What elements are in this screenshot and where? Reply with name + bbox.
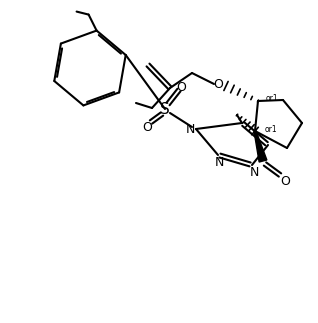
- Text: N: N: [249, 165, 259, 179]
- Text: O: O: [213, 78, 223, 90]
- Text: N: N: [185, 122, 195, 136]
- Text: O: O: [142, 120, 152, 133]
- Text: or1: or1: [266, 93, 279, 102]
- Text: O: O: [280, 174, 290, 187]
- Text: N: N: [214, 155, 224, 169]
- Text: or1: or1: [265, 124, 278, 133]
- Text: S: S: [160, 101, 170, 117]
- Polygon shape: [254, 131, 267, 162]
- Text: O: O: [176, 80, 186, 93]
